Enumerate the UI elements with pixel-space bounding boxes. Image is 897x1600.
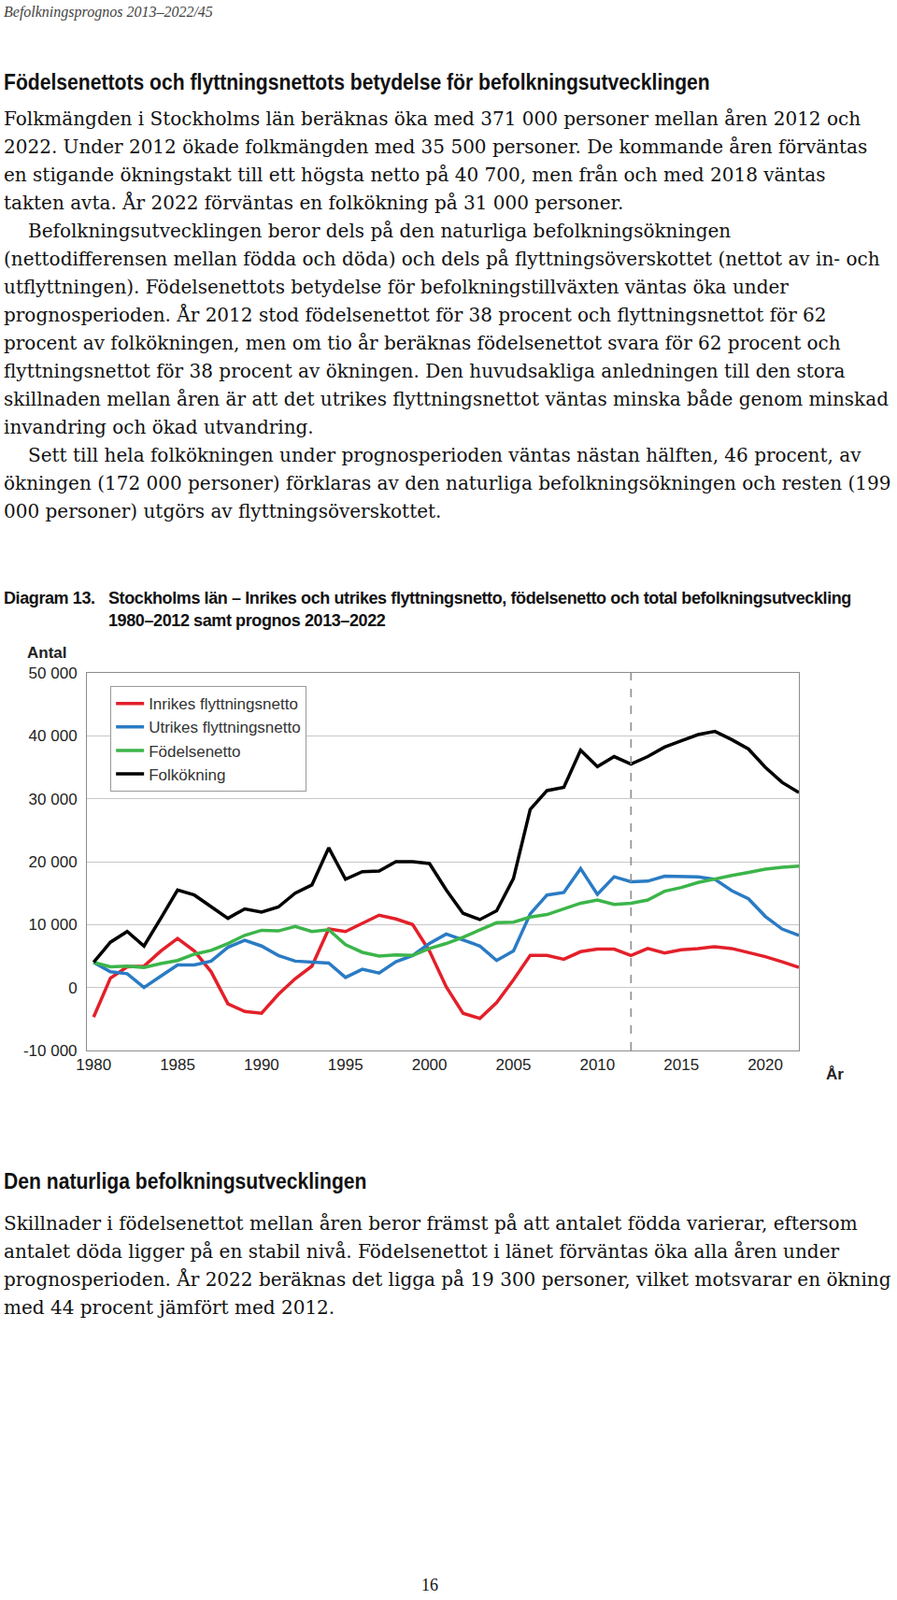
svg-text:-10 000: -10 000 bbox=[23, 1041, 78, 1060]
svg-text:Utrikes flyttningsnetto: Utrikes flyttningsnetto bbox=[148, 718, 301, 737]
html-text:Skillnader i födelsenettot mel: Skillnader i födelsenettot mellan åren b… bbox=[3, 1211, 892, 1319]
html-text:Födelsenettots och flyttningsn: Födelsenettots och flyttningsnettots bet… bbox=[3, 69, 710, 95]
html-text:Den naturliga befolkningsutvec: Den naturliga befolkningsutvecklingen bbox=[3, 1167, 367, 1194]
html-text:Befolkningsprognos 2013–2022/4: Befolkningsprognos 2013–2022/45 bbox=[3, 3, 213, 20]
svg-text:Inrikes flyttningsnetto: Inrikes flyttningsnetto bbox=[148, 695, 299, 713]
svg-text:40 000: 40 000 bbox=[28, 726, 78, 745]
svg-text:2005: 2005 bbox=[496, 1055, 532, 1074]
svg-text:2020: 2020 bbox=[747, 1055, 784, 1074]
svg-text:30 000: 30 000 bbox=[28, 790, 78, 809]
html-text:Befolkningsutvecklingen beror: Befolkningsutvecklingen beror dels på de… bbox=[3, 219, 889, 439]
svg-text:Folkökning: Folkökning bbox=[148, 766, 226, 784]
svg-text:0: 0 bbox=[68, 979, 77, 997]
html-text:Folkmängden i Stockholms län b: Folkmängden i Stockholms län beräknas ök… bbox=[3, 107, 868, 214]
html-text:Diagram 13.: Diagram 13. bbox=[3, 588, 96, 608]
html-text:16: 16 bbox=[421, 1575, 439, 1595]
svg-text:1985: 1985 bbox=[159, 1055, 196, 1074]
svg-text:10 000: 10 000 bbox=[28, 915, 78, 934]
svg-text:50 000: 50 000 bbox=[28, 664, 78, 683]
svg-text:1980: 1980 bbox=[75, 1055, 112, 1074]
svg-text:20 000: 20 000 bbox=[28, 853, 78, 871]
svg-text:1995: 1995 bbox=[327, 1055, 364, 1074]
svg-text:1990: 1990 bbox=[243, 1055, 280, 1074]
html-text:Sett till hela folkökningen un: Sett till hela folkökningen under progno… bbox=[3, 443, 891, 523]
svg-text:År: År bbox=[825, 1065, 844, 1083]
svg-text:Födelsenetto: Födelsenetto bbox=[148, 742, 241, 761]
svg-text:Antal: Antal bbox=[27, 643, 68, 662]
svg-text:2015: 2015 bbox=[663, 1055, 699, 1074]
svg-text:2000: 2000 bbox=[412, 1055, 448, 1074]
html-text:Stockholms län – Inrikes och u: Stockholms län – Inrikes och utrikes fly… bbox=[108, 588, 852, 630]
svg-text:2010: 2010 bbox=[579, 1055, 615, 1074]
